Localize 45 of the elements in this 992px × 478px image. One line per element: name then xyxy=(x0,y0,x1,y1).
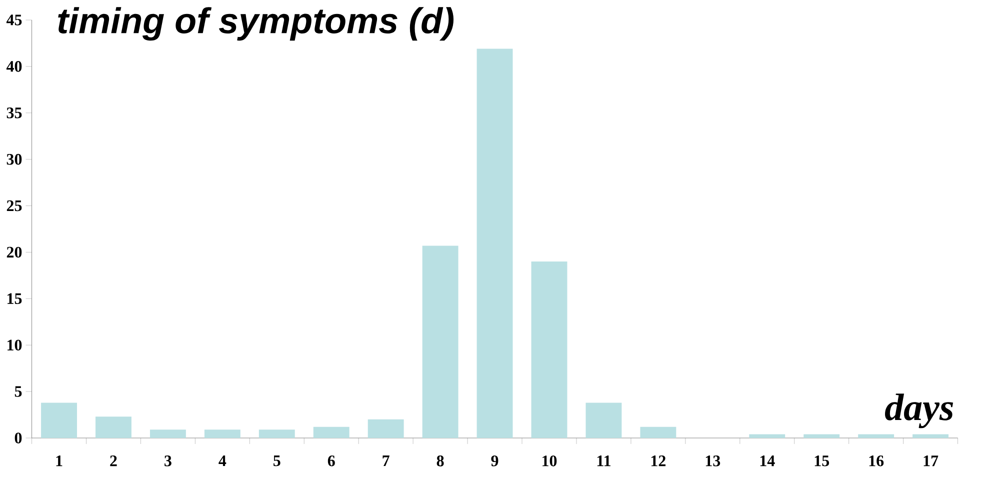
x-tick-label: 7 xyxy=(382,456,390,466)
chart-title: timing of symptoms (d) xyxy=(58,7,454,41)
bar xyxy=(804,434,840,438)
bar xyxy=(41,402,77,438)
x-tick-label: 15 xyxy=(814,456,830,466)
x-tick-label: 11 xyxy=(597,456,610,466)
bar xyxy=(313,426,350,438)
bar xyxy=(204,430,240,438)
bar xyxy=(640,426,676,438)
bar xyxy=(96,416,132,438)
x-tick-label: 13 xyxy=(706,456,720,466)
x-tick-label: 3 xyxy=(164,456,172,466)
bar xyxy=(586,402,622,438)
x-tick-label: 16 xyxy=(869,456,884,466)
bar xyxy=(476,48,513,438)
bar xyxy=(749,434,786,438)
y-tick-label: 5 xyxy=(14,386,22,397)
y-tick-label: 15 xyxy=(8,293,22,304)
y-tick-label: 20 xyxy=(6,246,22,258)
y-tick-label: 45 xyxy=(6,14,22,26)
x-tick-label: 8 xyxy=(436,456,444,466)
bar xyxy=(531,262,568,438)
x-tick-label: 10 xyxy=(542,456,557,466)
y-tick-label: 25 xyxy=(6,200,22,212)
bar xyxy=(258,430,295,438)
bar xyxy=(912,434,949,438)
x-tick-label: 2 xyxy=(110,456,117,466)
x-tick-label: 1 xyxy=(56,456,62,466)
x-tick-label: 6 xyxy=(328,456,335,466)
y-tick-label: 35 xyxy=(6,108,22,118)
x-tick-label: 14 xyxy=(760,456,775,466)
y-tick-label: 40 xyxy=(6,61,22,72)
x-axis-title: days xyxy=(885,394,954,428)
y-tick-label: 0 xyxy=(14,432,22,444)
y-tick-label: 30 xyxy=(6,154,22,165)
bar xyxy=(368,419,404,438)
x-tick-label: 4 xyxy=(218,456,226,466)
bar xyxy=(422,246,458,438)
bar xyxy=(150,430,186,438)
x-tick-label: 5 xyxy=(274,456,280,466)
x-tick-label: 9 xyxy=(491,456,498,466)
y-tick-label: 10 xyxy=(8,340,22,350)
x-tick-label: 12 xyxy=(651,456,666,466)
bar xyxy=(858,434,894,438)
x-tick-label: 17 xyxy=(924,456,938,466)
